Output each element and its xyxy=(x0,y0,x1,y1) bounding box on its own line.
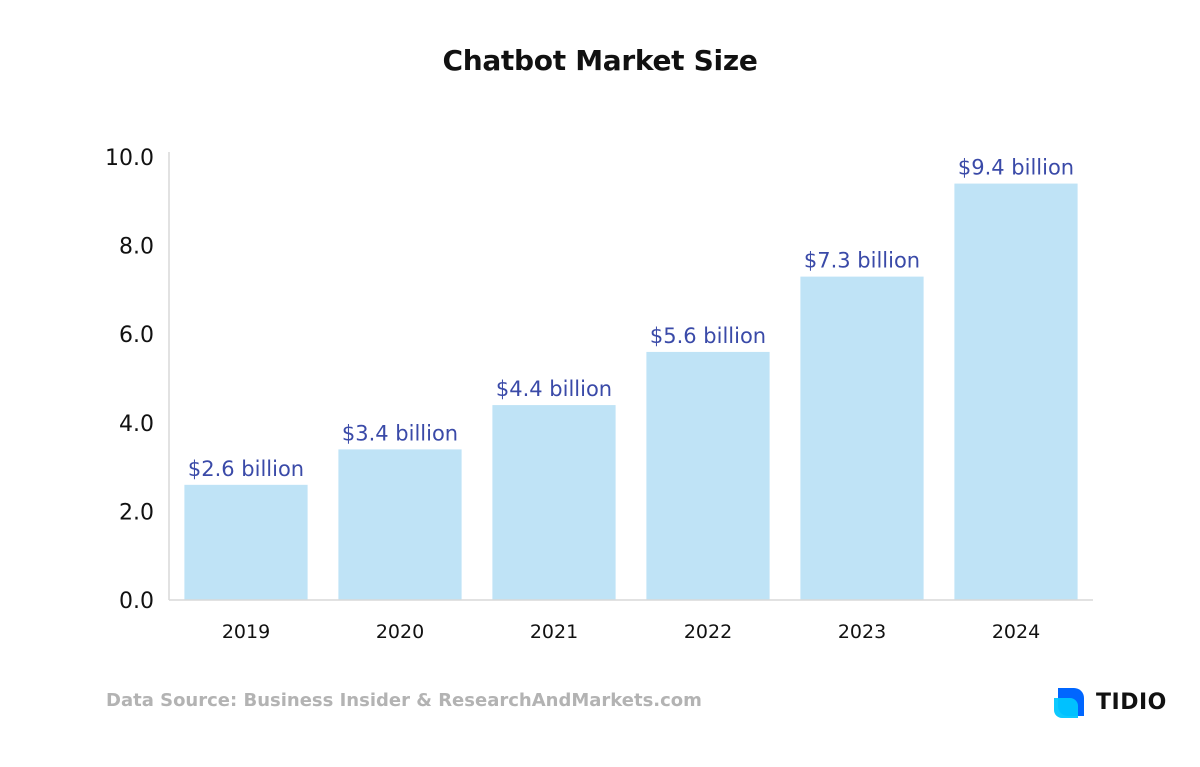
chart-title: Chatbot Market Size xyxy=(442,44,758,77)
y-tick-label: 6.0 xyxy=(119,323,154,348)
x-tick-label: 2019 xyxy=(222,621,270,643)
bar-2019 xyxy=(184,484,308,600)
bar-data-labels: $2.6 billion $3.4 billion $4.4 billion $5.6… xyxy=(188,156,1074,481)
bar-2023 xyxy=(800,276,924,600)
y-tick-label: 4.0 xyxy=(119,412,154,437)
bars xyxy=(184,183,1078,600)
x-tick-label: 2022 xyxy=(684,621,732,643)
y-tick-label: 2.0 xyxy=(119,500,154,525)
x-axis-tick-labels: 2019 2020 2021 2022 2023 2024 xyxy=(222,621,1040,643)
bar-2024 xyxy=(954,183,1078,600)
bar-data-label: $2.6 billion xyxy=(188,457,304,481)
bar-data-label: $7.3 billion xyxy=(804,249,920,273)
data-source-note: Data Source: Business Insider & Research… xyxy=(106,690,702,711)
y-tick-label: 0.0 xyxy=(119,589,154,614)
bar-data-label: $9.4 billion xyxy=(958,156,1074,180)
bar-data-label: $3.4 billion xyxy=(342,421,458,445)
brand-name: TIDIO xyxy=(1096,689,1167,715)
bar-data-label: $5.6 billion xyxy=(650,324,766,348)
x-tick-label: 2020 xyxy=(376,621,424,643)
y-axis-tick-labels: 0.0 2.0 4.0 6.0 8.0 10.0 xyxy=(105,146,154,614)
x-tick-label: 2024 xyxy=(992,621,1040,643)
x-tick-label: 2023 xyxy=(838,621,886,643)
brand: TIDIO xyxy=(1052,684,1167,720)
y-tick-label: 10.0 xyxy=(105,146,154,171)
y-tick-label: 8.0 xyxy=(119,235,154,260)
bar-2020 xyxy=(338,449,462,600)
bar-2021 xyxy=(492,405,616,600)
bar-data-label: $4.4 billion xyxy=(496,377,612,401)
bar-2022 xyxy=(646,351,770,600)
tidio-logo-icon xyxy=(1054,688,1084,718)
x-tick-label: 2021 xyxy=(530,621,578,643)
